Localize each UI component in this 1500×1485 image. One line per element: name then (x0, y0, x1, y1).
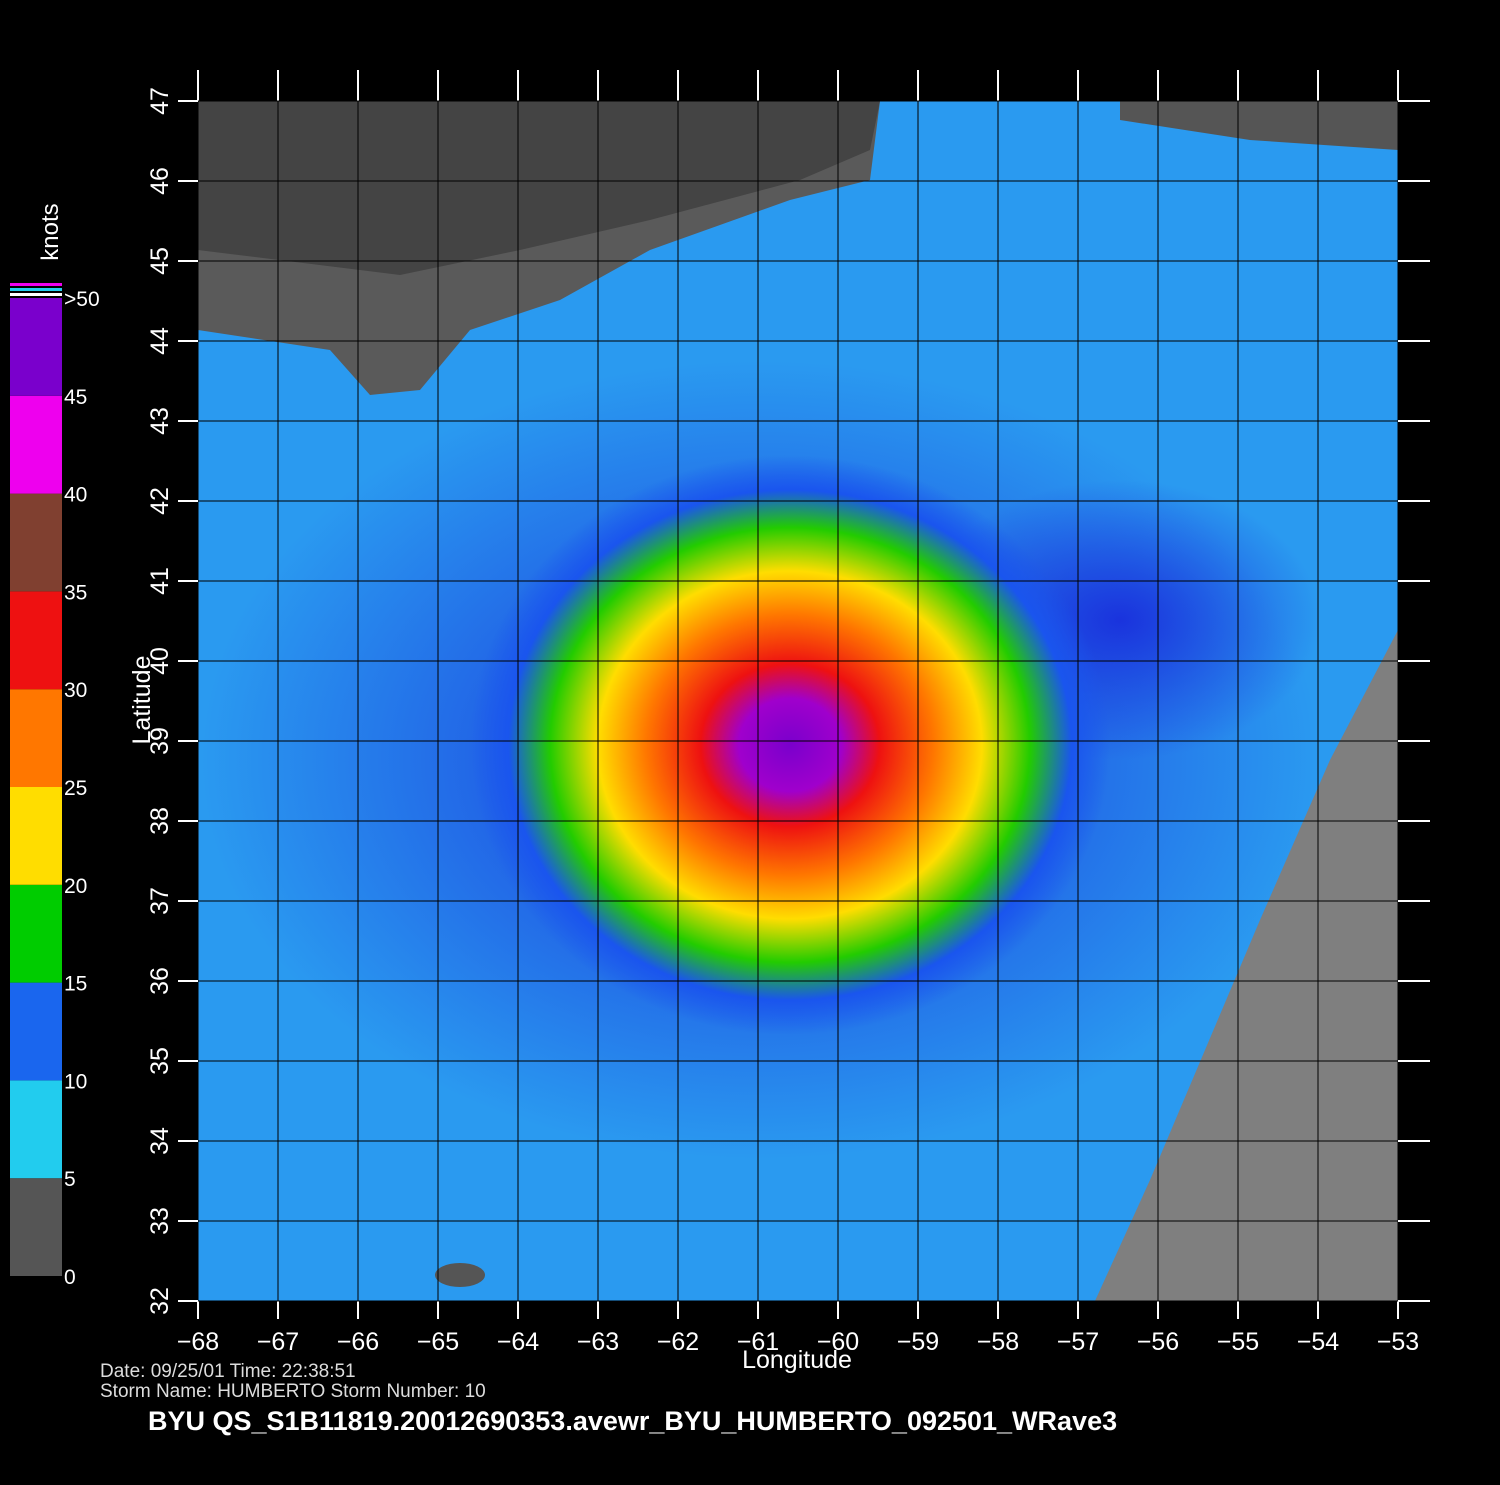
colorbar-tick-label: 10 (64, 1070, 87, 1093)
x-tick-label: −67 (257, 1328, 299, 1356)
x-tick-label: −53 (1377, 1328, 1419, 1356)
y-tick-label: 37 (146, 887, 174, 915)
date-line: Date: 09/25/01 Time: 22:38:51 (100, 1361, 356, 1382)
y-tick-label: 43 (146, 407, 174, 435)
land (435, 1263, 485, 1287)
y-tick-label: 47 (146, 87, 174, 115)
y-tick-label: 46 (146, 167, 174, 195)
y-tick-label: 42 (146, 487, 174, 515)
x-tick-label: −55 (1217, 1328, 1259, 1356)
y-tick-label: 34 (146, 1127, 174, 1155)
y-tick-label: 35 (146, 1047, 174, 1075)
y-tick-label: 33 (146, 1207, 174, 1235)
y-tick-label: 45 (146, 247, 174, 275)
colorbar-tick-label: 0 (64, 1266, 76, 1289)
colorbar-tick-label: 35 (64, 581, 87, 604)
colorbar-segment (10, 591, 62, 690)
x-tick-label: −60 (817, 1328, 859, 1356)
x-tick-label: −59 (897, 1328, 939, 1356)
x-tick-label: −66 (337, 1328, 379, 1356)
colorbar-tick-label: 20 (64, 875, 87, 898)
colorbar-tick-label: 5 (64, 1168, 76, 1191)
colorbar-tick-label: >50 (64, 288, 100, 311)
x-tick-label: −64 (497, 1328, 540, 1356)
colorbar-segment (10, 298, 62, 396)
x-tick-label: −56 (1137, 1328, 1179, 1356)
colorbar-cap (10, 293, 62, 296)
x-axis-label: Longitude (742, 1346, 852, 1374)
land (1120, 101, 1398, 150)
axes: −68 −67 −66 −65 −64 −63 −62 −61 −60 −59 −58 −57 −56 −… (10, 70, 1430, 1356)
colorbar-cap (10, 283, 62, 286)
colorbar-tick-label: 25 (64, 777, 87, 800)
colorbar-segment (10, 1080, 62, 1179)
title: BYU QS_S1B11819.20012690353.avewr_BYU_HU… (148, 1406, 1117, 1436)
y-tick-label: 39 (146, 727, 174, 755)
x-tick-label: −65 (417, 1328, 459, 1356)
y-tick-label: 38 (146, 807, 174, 835)
x-tick-label: −61 (737, 1328, 779, 1356)
y-tick-label: 44 (146, 327, 174, 355)
colorbar-segment (10, 689, 62, 787)
wind-field (198, 101, 1398, 1301)
colorbar-segment (10, 395, 62, 494)
colorbar-cap (10, 288, 62, 291)
x-tick-label: −68 (177, 1328, 219, 1356)
colorbar-tick-label: 45 (64, 386, 87, 409)
storm-core (470, 455, 1110, 1035)
y-tick-label: 40 (146, 647, 174, 675)
x-tick-label: −62 (657, 1328, 699, 1356)
x-tick-label: −63 (577, 1328, 619, 1356)
y-tick-label: 32 (146, 1287, 174, 1315)
storm-line: Storm Name: HUMBERTO Storm Number: 10 (100, 1381, 486, 1402)
y-tick-label: 36 (146, 967, 174, 995)
x-tick-label: −57 (1057, 1328, 1099, 1356)
colorbar-segment (10, 884, 62, 983)
y-tick-label: 41 (146, 567, 174, 595)
colorbar-segment (10, 787, 62, 885)
colorbar-label: knots (37, 203, 64, 260)
x-tick-label: −54 (1297, 1328, 1340, 1356)
y-axis-label: Latitude (128, 656, 156, 745)
colorbar-segment (10, 1178, 62, 1276)
no-data-swath (1095, 630, 1398, 1301)
x-tick-label: −58 (977, 1328, 1019, 1356)
colorbar-segment (10, 493, 62, 592)
colorbar-tick-label: 30 (64, 679, 87, 702)
land (198, 101, 880, 275)
colorbar-segment (10, 982, 62, 1081)
colorbar-tick-label: 40 (64, 484, 87, 507)
colorbar-tick-label: 15 (64, 973, 87, 996)
